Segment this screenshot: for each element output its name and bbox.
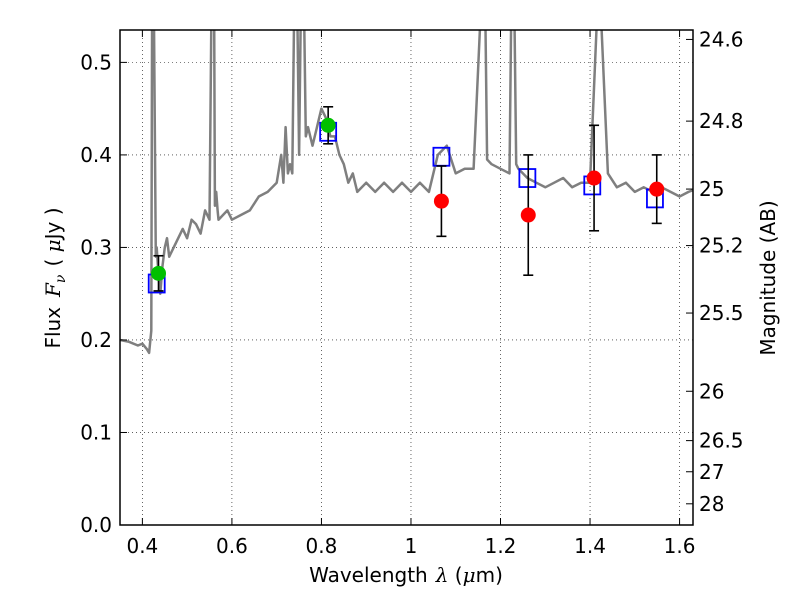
data-point xyxy=(586,170,602,186)
x-tick-label: 0.4 xyxy=(126,534,158,558)
data-point xyxy=(649,181,665,197)
y-tick-label: 0.0 xyxy=(80,513,112,537)
plot-frame xyxy=(119,29,694,526)
x-axis-label: Wavelength λ (μm) xyxy=(309,563,503,587)
data-point xyxy=(320,117,336,133)
y2-tick-label: 26.5 xyxy=(699,429,744,453)
y-tick-label: 0.4 xyxy=(80,143,112,167)
grid xyxy=(120,30,693,526)
model-box xyxy=(518,168,537,188)
y-axis-label: FluxFν( μJy ) xyxy=(41,207,69,348)
y2-tick-label: 28 xyxy=(699,492,724,516)
x-tick-label: 1 xyxy=(405,534,418,558)
x-tick-label: 1.2 xyxy=(485,534,517,558)
y2-tick-label: 26 xyxy=(699,379,724,403)
y2-tick-label: 24.6 xyxy=(699,27,744,51)
spectrum-line xyxy=(120,30,693,355)
y-tick-label: 0.1 xyxy=(80,420,112,444)
x-tick-label: 1.4 xyxy=(574,534,606,558)
y2-tick-label: 25.5 xyxy=(699,301,744,325)
y-tick-label: 0.5 xyxy=(80,50,112,74)
x-tick-label: 1.6 xyxy=(664,534,696,558)
y2-tick-label: 25 xyxy=(699,177,724,201)
y-tick-label: 0.3 xyxy=(80,235,112,259)
data-point xyxy=(150,265,166,281)
ticks: 0.4 0.6 0.8 1 1.2 1.4 1.6 0.0 0.1 0.2 0.3 0.4 0.5 24.… xyxy=(80,27,743,558)
data-point xyxy=(520,207,536,223)
data-point xyxy=(433,193,449,209)
y2-tick-label: 27 xyxy=(699,460,724,484)
y2-tick-label: 25.2 xyxy=(699,234,744,258)
y2-axis-label: Magnitude (AB) xyxy=(756,200,780,355)
plot-area xyxy=(120,30,693,355)
x-tick-label: 0.6 xyxy=(216,534,248,558)
y2-tick-label: 24.8 xyxy=(699,109,744,133)
x-tick-label: 0.8 xyxy=(306,534,338,558)
y-tick-label: 0.2 xyxy=(80,328,112,352)
